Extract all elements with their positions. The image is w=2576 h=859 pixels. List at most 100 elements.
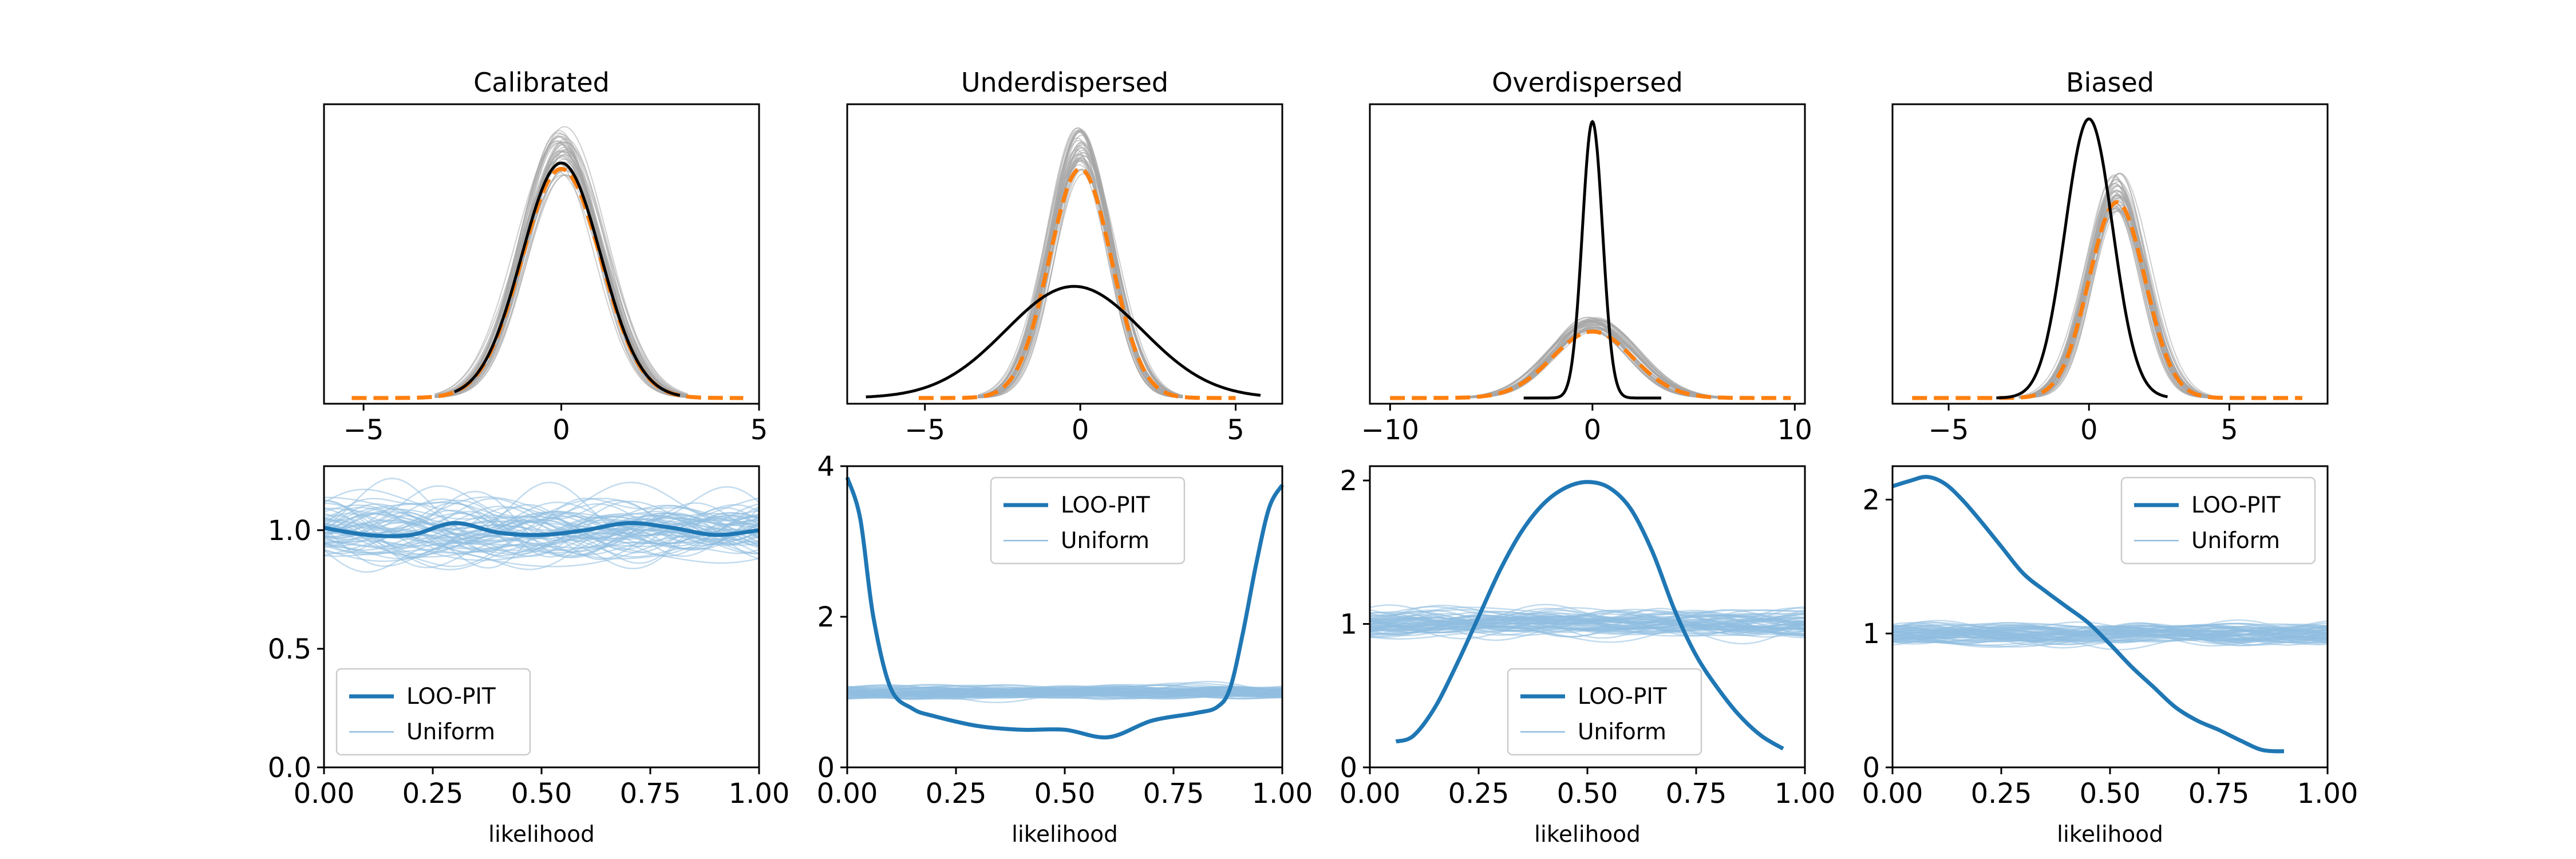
loo-xtick-label: 0.00 bbox=[817, 778, 878, 810]
observed-line bbox=[453, 161, 681, 397]
ppc-draw-line bbox=[434, 140, 688, 396]
ppc-draw-line bbox=[2018, 190, 2221, 399]
ppc-draw-line bbox=[2018, 208, 2221, 399]
loo-xtick-label: 1.00 bbox=[729, 778, 790, 810]
ppc-draw-line bbox=[2018, 208, 2221, 399]
ppc-draw-line bbox=[977, 142, 1183, 397]
ppc-draw-line bbox=[1461, 324, 1724, 399]
ppc-draw-line bbox=[2018, 191, 2221, 399]
ppc-draw-line bbox=[434, 138, 688, 398]
ppc-draw-line bbox=[2018, 204, 2221, 399]
loo-xtick-label: 0.00 bbox=[294, 778, 355, 810]
ppc-draw-line bbox=[1461, 324, 1724, 399]
ppc-draw-line bbox=[2018, 200, 2221, 399]
ppc-draw-line bbox=[2018, 194, 2221, 399]
legend-label-uniform: Uniform bbox=[406, 719, 495, 745]
uniform-draw-line bbox=[847, 684, 1283, 698]
panel-title: Overdispersed bbox=[1492, 67, 1683, 98]
ppc-draw-line bbox=[434, 155, 688, 398]
observed-line bbox=[866, 285, 1261, 399]
loo-xtick-label: 0.75 bbox=[1143, 778, 1204, 810]
ppc-draw-line bbox=[2018, 201, 2221, 399]
ppc-draw-line bbox=[2018, 185, 2221, 398]
ppc-draw-line bbox=[1461, 328, 1724, 399]
loo-xtick-label: 0.75 bbox=[620, 778, 681, 810]
ppc-draw-line bbox=[434, 149, 688, 398]
ppc-draw-line bbox=[1461, 324, 1724, 399]
ppc-draw-line bbox=[2018, 185, 2221, 399]
loo-ytick-label: 0.5 bbox=[268, 633, 311, 665]
ppc-draw-line bbox=[977, 155, 1183, 398]
ppc-draw-line bbox=[434, 142, 688, 399]
ppc-mean-line bbox=[1390, 329, 1791, 400]
ppc-draw-line bbox=[977, 160, 1183, 397]
ppc-xtick-label: 5 bbox=[750, 414, 768, 446]
ppc-xtick-label: −5 bbox=[904, 414, 945, 446]
ppc-draw-line bbox=[977, 157, 1183, 397]
ppc-draw-line bbox=[434, 141, 688, 397]
ppc-draw-line bbox=[434, 157, 688, 397]
loo-ytick-label: 0 bbox=[1340, 752, 1357, 784]
loo-xtick-label: 0.50 bbox=[2080, 778, 2141, 810]
panel-title: Calibrated bbox=[473, 67, 610, 98]
loo-ytick-label: 0.0 bbox=[268, 752, 311, 784]
ppc-xtick-label: 0 bbox=[2080, 414, 2098, 446]
loo-ytick-label: 2 bbox=[1340, 465, 1357, 497]
loo-ytick-label: 0 bbox=[817, 752, 835, 784]
axes-frame bbox=[1369, 103, 1806, 405]
ppc-xtick-label: 5 bbox=[2221, 414, 2238, 446]
legend: LOO-PIT Uniform bbox=[1507, 668, 1702, 756]
ppc-draw-line bbox=[977, 147, 1183, 397]
legend-box bbox=[990, 476, 1186, 565]
ppc-draw-line bbox=[434, 133, 688, 397]
ppc-panel: Overdispersed −10 0 10 bbox=[1361, 67, 1812, 446]
ppc-draw-line bbox=[1461, 326, 1724, 399]
ppc-draw-line bbox=[977, 152, 1183, 399]
ppc-draw-line bbox=[2018, 172, 2221, 399]
loo-pit-line bbox=[1891, 475, 2285, 754]
uniform-draw-line bbox=[847, 684, 1283, 696]
loo-pit-line bbox=[845, 476, 1285, 740]
loo-xtick-label: 0.50 bbox=[511, 778, 572, 810]
loo-xtick-label: 1.00 bbox=[1775, 778, 1836, 810]
ppc-draw-line bbox=[1461, 326, 1724, 399]
ppc-draw-line bbox=[434, 151, 688, 398]
loo-xtick-label: 1.00 bbox=[1252, 778, 1313, 810]
ppc-draw-line bbox=[1461, 327, 1724, 399]
ppc-draw-line bbox=[434, 163, 688, 396]
loo-xtick-label: 0.50 bbox=[1557, 778, 1618, 810]
ppc-draw-line bbox=[977, 169, 1183, 399]
observed-line bbox=[1996, 117, 2168, 400]
loo-xtick-label: 0.75 bbox=[2188, 778, 2250, 810]
loo-xtick-label: 0.50 bbox=[1034, 778, 1096, 810]
uniform-draw-line bbox=[1369, 609, 1805, 630]
ppc-draw-line bbox=[2018, 203, 2221, 399]
x-axis-label: likelihood bbox=[1534, 822, 1641, 848]
ppc-draw-line bbox=[2018, 184, 2221, 399]
legend-box bbox=[335, 668, 531, 756]
ppc-draw-line bbox=[1461, 328, 1724, 398]
ppc-xtick-label: 0 bbox=[1072, 414, 1089, 446]
ppc-draw-line bbox=[2018, 208, 2221, 399]
ppc-draw-line bbox=[977, 155, 1183, 399]
panel-title: Biased bbox=[2066, 67, 2154, 98]
ppc-draw-line bbox=[2018, 194, 2221, 399]
ppc-draw-line bbox=[977, 127, 1183, 397]
uniform-draw-line bbox=[1892, 625, 2328, 639]
ppc-xtick-label: −5 bbox=[1929, 414, 1969, 446]
loo-xtick-label: 0.00 bbox=[1340, 778, 1401, 810]
legend-label-loo-pit: LOO-PIT bbox=[406, 684, 496, 710]
loo-xtick-label: 0.25 bbox=[1448, 778, 1510, 810]
legend-label-loo-pit: LOO-PIT bbox=[1061, 492, 1150, 518]
ppc-draw-line bbox=[2018, 209, 2221, 399]
ppc-xtick-label: 5 bbox=[1227, 414, 1244, 446]
ppc-draw-line bbox=[1461, 321, 1724, 398]
uniform-draw-line bbox=[323, 510, 760, 573]
ppc-draw-line bbox=[434, 151, 688, 396]
ppc-draw-line bbox=[2018, 191, 2221, 399]
loo-xtick-label: 1.00 bbox=[2297, 778, 2358, 810]
ppc-draw-line bbox=[2018, 198, 2221, 399]
uniform-draw-line bbox=[323, 505, 760, 547]
loo-pit-panel: 0.00 0.25 0.50 0.75 1.00 0 1 2 likelihood LOO-PIT… bbox=[1340, 465, 1836, 848]
ppc-draw-line bbox=[434, 154, 688, 398]
